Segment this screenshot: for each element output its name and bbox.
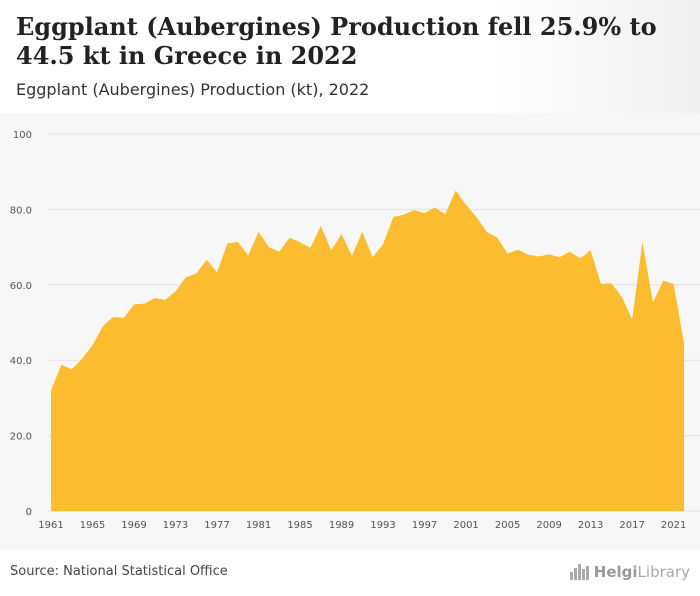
area-series xyxy=(51,190,684,512)
library-bars-icon xyxy=(569,564,590,580)
y-tick-label: 100 xyxy=(13,130,32,141)
x-tick-label: 1981 xyxy=(246,520,271,531)
x-tick-label: 1973 xyxy=(163,520,188,531)
brand-name-part1: Helgi xyxy=(593,563,638,581)
y-tick-label: 40.0 xyxy=(10,356,32,367)
helgi-library-logo: Helgi Library xyxy=(569,561,690,583)
x-tick-label: 1965 xyxy=(80,520,105,531)
source-note: Source: National Statistical Office xyxy=(10,564,228,579)
x-tick-label: 2021 xyxy=(661,520,686,531)
x-tick-label: 2017 xyxy=(619,520,644,531)
y-tick-label: 80.0 xyxy=(10,205,32,216)
x-tick-label: 2005 xyxy=(495,520,520,531)
x-tick-label: 2009 xyxy=(536,520,561,531)
x-tick-label: 1977 xyxy=(204,520,229,531)
x-axis-ticks: 1961 1965 1969 1973 1977 1981 1985 1989 1993 1997… xyxy=(38,520,686,531)
y-tick-label: 20.0 xyxy=(10,432,32,443)
chart-subtitle: Eggplant (Aubergines) Production (kt), 2… xyxy=(16,80,370,99)
x-tick-label: 1993 xyxy=(370,520,395,531)
x-tick-label: 1969 xyxy=(121,520,146,531)
x-tick-label: 2013 xyxy=(578,520,603,531)
header: Eggplant (Aubergines) Production fell 25… xyxy=(0,0,700,113)
brand-name-part2: Library xyxy=(637,563,690,581)
x-tick-label: 1985 xyxy=(287,520,312,531)
x-tick-label: 1989 xyxy=(329,520,354,531)
y-tick-label: 0 xyxy=(26,507,32,518)
x-tick-label: 2001 xyxy=(453,520,478,531)
page-title: Eggplant (Aubergines) Production fell 25… xyxy=(16,12,657,70)
x-tick-label: 1961 xyxy=(38,520,63,531)
y-axis-ticks: 0 20.0 40.0 60.0 80.0 100 xyxy=(10,130,32,518)
x-tick-label: 1997 xyxy=(412,520,437,531)
area-fill xyxy=(51,190,684,512)
y-tick-label: 60.0 xyxy=(10,281,32,292)
